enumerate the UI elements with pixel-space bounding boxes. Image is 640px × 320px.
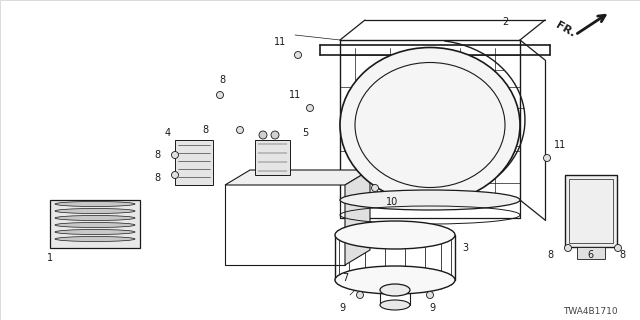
Text: 8: 8 xyxy=(202,125,208,135)
Circle shape xyxy=(371,185,378,191)
Text: 8: 8 xyxy=(619,250,625,260)
Circle shape xyxy=(307,105,314,111)
Circle shape xyxy=(172,151,179,158)
Polygon shape xyxy=(225,170,370,185)
Text: 9: 9 xyxy=(429,303,435,313)
Bar xyxy=(565,175,617,247)
Bar xyxy=(577,247,605,259)
Circle shape xyxy=(294,52,301,59)
Ellipse shape xyxy=(380,284,410,296)
Polygon shape xyxy=(345,170,370,265)
Text: 4: 4 xyxy=(165,128,171,138)
Ellipse shape xyxy=(340,190,520,210)
Ellipse shape xyxy=(55,202,135,206)
Text: 10: 10 xyxy=(386,197,398,207)
Circle shape xyxy=(237,126,243,133)
Text: 8: 8 xyxy=(219,75,225,85)
Text: 11: 11 xyxy=(274,37,286,47)
Text: 8: 8 xyxy=(154,173,160,183)
Circle shape xyxy=(271,131,279,139)
Text: 11: 11 xyxy=(289,90,301,100)
Ellipse shape xyxy=(55,236,135,242)
Circle shape xyxy=(216,92,223,99)
Bar xyxy=(569,179,613,243)
Ellipse shape xyxy=(335,221,455,249)
Text: 11: 11 xyxy=(554,140,566,150)
Text: 7: 7 xyxy=(342,273,348,283)
Text: 9: 9 xyxy=(339,303,345,313)
Ellipse shape xyxy=(55,222,135,228)
Circle shape xyxy=(259,131,267,139)
Bar xyxy=(175,140,213,185)
Ellipse shape xyxy=(55,215,135,220)
Text: 8: 8 xyxy=(547,250,553,260)
Text: 2: 2 xyxy=(502,17,508,27)
Circle shape xyxy=(426,292,433,299)
Circle shape xyxy=(172,172,179,179)
Text: 6: 6 xyxy=(587,250,593,260)
Bar xyxy=(50,200,140,248)
Circle shape xyxy=(614,244,621,252)
Text: TWA4B1710: TWA4B1710 xyxy=(563,308,618,316)
Text: 1: 1 xyxy=(47,253,53,263)
Circle shape xyxy=(543,155,550,162)
Text: 8: 8 xyxy=(154,150,160,160)
Ellipse shape xyxy=(340,47,520,203)
Ellipse shape xyxy=(55,209,135,213)
Text: FR.: FR. xyxy=(554,20,577,39)
Text: 5: 5 xyxy=(302,128,308,138)
Ellipse shape xyxy=(335,266,455,294)
Ellipse shape xyxy=(380,300,410,310)
Text: 3: 3 xyxy=(462,243,468,253)
Circle shape xyxy=(564,244,572,252)
Bar xyxy=(255,140,290,175)
Circle shape xyxy=(356,292,364,299)
Ellipse shape xyxy=(55,229,135,235)
